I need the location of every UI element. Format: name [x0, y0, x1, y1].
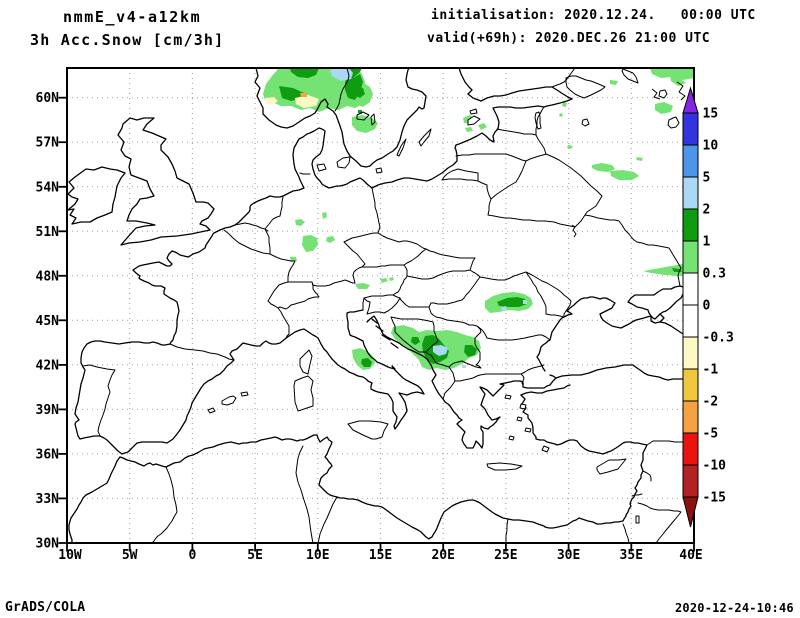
- valid-time-label: valid(+69h): 2020.DEC.26 21:00 UTC: [427, 31, 711, 46]
- lat-label: 33N: [36, 492, 60, 507]
- colorbar: 15 10 5 2 1 0.3 0 -0.3 -1 -2 -5 -10 -15: [682, 86, 734, 528]
- lon-label: 40E: [679, 548, 702, 563]
- lon-label: 0: [188, 548, 196, 563]
- colorbar-segment: [682, 400, 699, 434]
- colorbar-segment: [682, 432, 699, 466]
- colorbar-bottom-arrow: [682, 496, 699, 528]
- lon-label: 15E: [369, 548, 392, 563]
- colorbar-label: -0.3: [703, 331, 734, 346]
- colorbar-segment: [682, 112, 699, 146]
- lat-axis-labels: 60N 57N 54N 51N 48N 45N 42N 39N 36N 33N …: [36, 91, 60, 551]
- colorbar-label: 15: [703, 107, 719, 122]
- colorbar-segment: [682, 304, 699, 338]
- snow-shading-light-green: [263, 68, 694, 370]
- colorbar-label: -15: [703, 491, 726, 506]
- colorbar-segment: [682, 336, 699, 370]
- snow-shading-dark-green: [279, 68, 682, 367]
- coastlines: [67, 68, 694, 543]
- variable-title: 3h Acc.Snow [cm/3h]: [30, 31, 225, 49]
- colorbar-segment: [682, 368, 699, 402]
- snow-shading-orange-spot: [300, 93, 307, 97]
- colorbar-labels: 15 10 5 2 1 0.3 0 -0.3 -1 -2 -5 -10 -15: [703, 107, 734, 506]
- colorbar-top-arrow: [682, 86, 699, 114]
- lon-label: 30E: [557, 548, 580, 563]
- lat-label: 39N: [36, 403, 60, 418]
- colorbar-label: -10: [703, 459, 727, 474]
- lon-label: 10E: [306, 548, 329, 563]
- lakes: [356, 68, 686, 238]
- colorbar-segment: [682, 208, 699, 242]
- lon-axis-labels: 10W 5W 0 5E 10E 15E 20E 25E 30E 35E 40E: [58, 548, 702, 563]
- colorbar-label: 1: [703, 235, 711, 250]
- lat-label: 57N: [36, 136, 60, 151]
- lat-label: 30N: [36, 537, 60, 552]
- lat-label: 42N: [36, 358, 60, 373]
- colorbar-label: -5: [703, 427, 719, 442]
- axis-ticks: [58, 96, 695, 552]
- colorbar-label: -2: [703, 395, 719, 410]
- colorbar-label: 0.3: [703, 267, 726, 282]
- colorbar-label: 0: [703, 299, 711, 314]
- colorbar-label: 10: [703, 139, 719, 154]
- islands: [207, 108, 627, 475]
- lat-label: 54N: [36, 180, 60, 195]
- model-title: nmmE_v4-a12km: [63, 8, 202, 26]
- country-borders: [82, 68, 694, 543]
- colorbar-label: 2: [703, 203, 711, 218]
- colorbar-segment: [682, 144, 699, 178]
- lat-label: 45N: [36, 314, 60, 329]
- lon-label: 25E: [494, 548, 517, 563]
- colorbar-label: 5: [703, 171, 711, 186]
- lat-label: 60N: [36, 91, 60, 106]
- colorbar-segment: [682, 176, 699, 210]
- lat-label: 51N: [36, 225, 60, 240]
- colorbar-segment: [682, 464, 699, 498]
- snow-shading-light-blue: [330, 68, 527, 368]
- lon-label: 5W: [122, 548, 138, 563]
- colorbar-segment: [682, 240, 699, 274]
- lon-label: 35E: [620, 548, 643, 563]
- init-time-label: initialisation: 2020.12.24. 00:00 UTC: [431, 8, 756, 23]
- lat-label: 48N: [36, 269, 60, 284]
- colorbar-segment: [682, 272, 699, 306]
- lon-label: 5E: [247, 548, 263, 563]
- grads-credit: GrADS/COLA: [5, 600, 86, 615]
- lon-label: 20E: [431, 548, 454, 563]
- creation-timestamp: 2020-12-24-10:46: [675, 601, 794, 615]
- lat-label: 36N: [36, 447, 60, 462]
- snow-shading-pale-yellow: [265, 95, 319, 108]
- lon-label: 10W: [58, 548, 82, 563]
- colorbar-label: -1: [703, 363, 719, 378]
